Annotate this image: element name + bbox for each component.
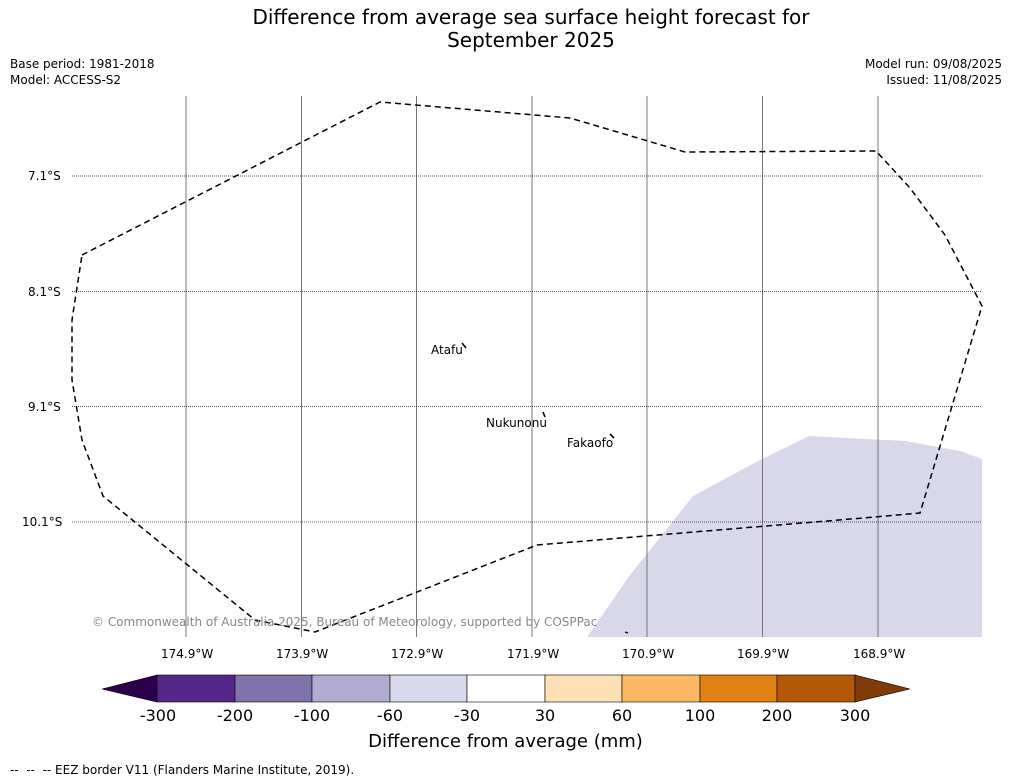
lon-label: 173.9°W [276,647,329,661]
colorbar-high-extend [854,674,911,703]
lat-label: 10.1°S [22,515,63,529]
atafu-island-icon [461,342,467,349]
anomaly-shaded-region [587,436,982,637]
lon-label: 169.9°W [737,647,790,661]
colorbar-tick-label: 300 [839,706,871,725]
colorbar-tick-label: 60 [611,706,633,725]
colorbar-segment [311,674,391,703]
issued-text: Issued: 11/08/2025 [886,73,1002,87]
lon-label: 171.9°W [507,647,560,661]
base-period-text: Base period: 1981-2018 [10,57,155,71]
lat-label: 7.1°S [28,169,61,183]
chart-title-line-2: September 2025 [447,28,615,52]
colorbar-segment [621,674,701,703]
colorbar-segment [156,674,236,703]
place-label-nukunonu: Nukunonu [486,416,547,430]
lon-label: 170.9°W [622,647,675,661]
colorbar-tick-label: 30 [534,706,556,725]
colorbar-segment [776,674,856,703]
colorbar-label: Difference from average (mm) [368,731,643,752]
lon-label: 174.9°W [161,647,214,661]
lat-label: 9.1°S [28,400,61,414]
colorbar-segment [699,674,778,703]
eez-legend-text: -- -- -- EEZ border V11 (Flanders Marine… [10,763,354,777]
latitude-gridlines [72,175,982,523]
colorbar-tick-label: -300 [139,706,177,725]
place-label-fakaofo: Fakaofo [567,436,614,450]
eez-border [71,101,983,633]
colorbar-segment [544,674,623,703]
colorbar-tick-label: 100 [684,706,716,725]
eez-legend-dashes: -- -- [10,763,43,777]
colorbar-tick-label: -200 [216,706,254,725]
colorbar-tick-label: 200 [761,706,793,725]
colorbar-low-extend [101,674,158,703]
copyright-text: © Commonwealth of Australia 2025, Bureau… [92,615,598,629]
colorbar-segment [234,674,313,703]
chart-title-line-1: Difference from average sea surface heig… [252,5,810,29]
colorbar-segment [389,674,468,703]
nukunonu-island-icon [542,411,546,418]
colorbar-tick-label: -60 [376,706,404,725]
lat-label: 8.1°S [28,285,61,299]
model-run-text: Model run: 09/08/2025 [864,57,1002,71]
colorbar [101,674,911,703]
model-text: Model: ACCESS-S2 [10,73,122,87]
lon-label: 172.9°W [391,647,444,661]
colorbar-segment [466,674,546,703]
colorbar-tick-label: -30 [453,706,481,725]
small-island-icon [624,631,629,634]
lon-label: 168.9°W [853,647,906,661]
eez-legend-label: -- EEZ border V11 (Flanders Marine Insti… [42,763,355,777]
colorbar-tick-label: -100 [293,706,331,725]
place-label-atafu: Atafu [431,343,463,357]
fakaofo-island-icon [609,433,615,439]
